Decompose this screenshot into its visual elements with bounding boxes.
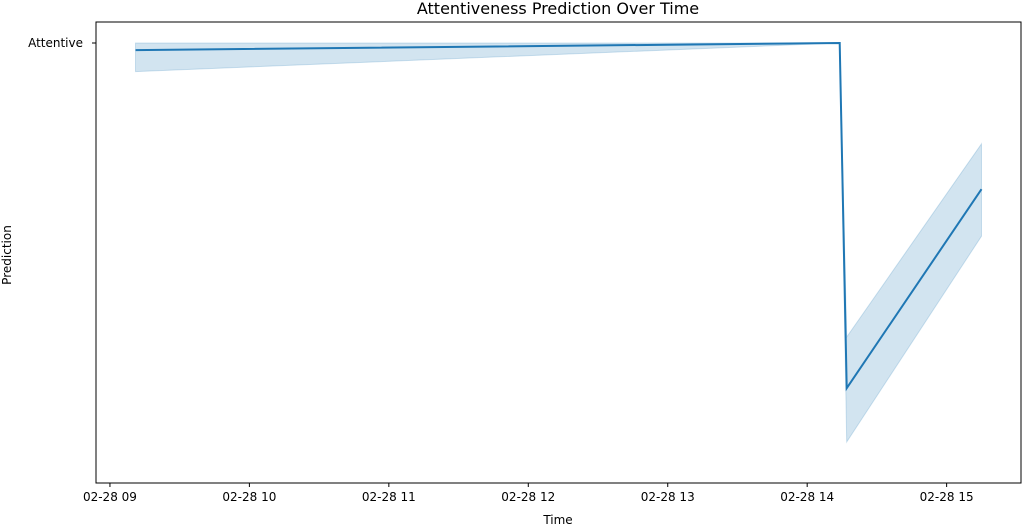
x-tick-label: 02-28 13 bbox=[641, 490, 695, 504]
y-axis: Attentive bbox=[28, 36, 96, 50]
x-tick-label: 02-28 12 bbox=[501, 490, 555, 504]
y-axis-label: Prediction bbox=[0, 225, 14, 285]
confidence-band-layer bbox=[135, 42, 982, 444]
x-tick-label: 02-28 14 bbox=[780, 490, 834, 504]
x-tick-label: 02-28 09 bbox=[83, 490, 137, 504]
chart-title: Attentiveness Prediction Over Time bbox=[417, 0, 699, 18]
plot-frame bbox=[95, 21, 1022, 484]
x-axis: 02-28 09 02-28 10 02-28 11 02-28 12 02-28 13… bbox=[83, 483, 974, 504]
x-axis-label: Time bbox=[542, 513, 572, 527]
confidence-band bbox=[135, 42, 982, 444]
y-tick-label: Attentive bbox=[28, 36, 83, 50]
series-line bbox=[135, 41, 983, 392]
x-tick-label: 02-28 15 bbox=[920, 490, 974, 504]
x-tick-label: 02-28 11 bbox=[362, 490, 416, 504]
x-tick-label: 02-28 10 bbox=[222, 490, 276, 504]
series-line-layer bbox=[135, 41, 983, 392]
